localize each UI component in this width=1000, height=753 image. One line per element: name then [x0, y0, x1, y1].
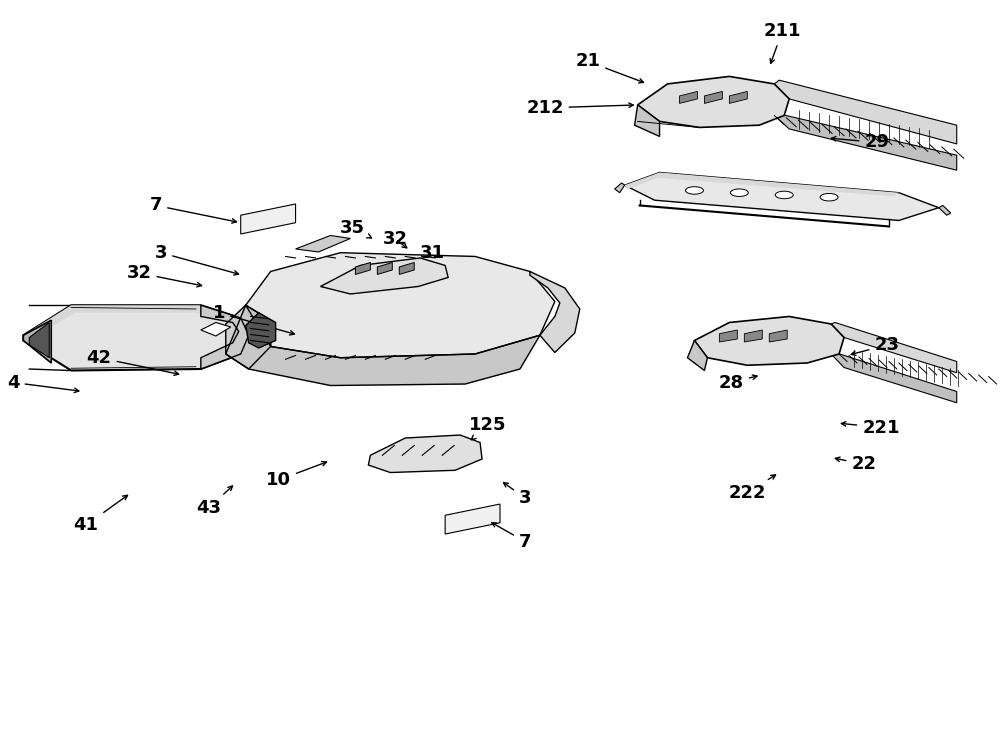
Text: 1: 1 — [213, 303, 294, 335]
Text: 28: 28 — [719, 373, 757, 392]
Text: 23: 23 — [851, 336, 899, 355]
Polygon shape — [729, 91, 747, 103]
Text: 7: 7 — [492, 523, 531, 550]
Polygon shape — [226, 305, 540, 386]
Polygon shape — [939, 206, 951, 215]
Polygon shape — [638, 76, 789, 127]
Polygon shape — [355, 263, 370, 275]
Polygon shape — [687, 340, 707, 370]
Text: 3: 3 — [155, 244, 239, 275]
Text: 211: 211 — [763, 23, 801, 63]
Polygon shape — [29, 322, 49, 358]
Text: 222: 222 — [729, 475, 776, 501]
Ellipse shape — [685, 187, 703, 194]
Polygon shape — [530, 272, 580, 352]
Text: 34: 34 — [413, 263, 438, 280]
Polygon shape — [831, 352, 957, 403]
Ellipse shape — [820, 194, 838, 201]
Polygon shape — [23, 305, 241, 339]
Polygon shape — [23, 305, 249, 370]
Text: 32: 32 — [383, 230, 408, 248]
Polygon shape — [226, 305, 271, 369]
Text: 21: 21 — [575, 53, 644, 83]
Polygon shape — [625, 172, 899, 197]
Polygon shape — [680, 91, 697, 103]
Polygon shape — [719, 330, 737, 342]
Text: 35: 35 — [340, 219, 372, 238]
Polygon shape — [320, 258, 448, 294]
Polygon shape — [625, 172, 939, 221]
Polygon shape — [774, 80, 957, 144]
Text: 31: 31 — [420, 244, 445, 262]
Polygon shape — [246, 312, 276, 348]
Text: 4: 4 — [7, 373, 79, 392]
Polygon shape — [744, 330, 762, 342]
Polygon shape — [704, 91, 722, 103]
Text: 221: 221 — [841, 419, 900, 437]
Text: 125: 125 — [469, 416, 507, 440]
Polygon shape — [615, 183, 625, 193]
Ellipse shape — [730, 189, 748, 197]
Text: 42: 42 — [87, 349, 179, 376]
Text: 43: 43 — [196, 486, 233, 517]
Ellipse shape — [775, 191, 793, 199]
Polygon shape — [23, 320, 51, 363]
Text: 29: 29 — [831, 133, 889, 151]
Text: 7: 7 — [150, 197, 236, 223]
Polygon shape — [774, 114, 957, 170]
Polygon shape — [831, 322, 957, 373]
Polygon shape — [296, 236, 350, 252]
Polygon shape — [201, 305, 249, 369]
Text: 22: 22 — [835, 456, 876, 474]
Polygon shape — [635, 105, 660, 136]
Polygon shape — [377, 263, 392, 275]
Text: 41: 41 — [74, 495, 128, 534]
Text: 10: 10 — [266, 462, 326, 489]
Polygon shape — [769, 330, 787, 342]
Text: 3: 3 — [504, 483, 531, 507]
Polygon shape — [246, 253, 555, 358]
Polygon shape — [445, 504, 500, 534]
Polygon shape — [399, 263, 414, 275]
Polygon shape — [368, 435, 482, 473]
Polygon shape — [241, 204, 296, 234]
Text: 32: 32 — [127, 264, 202, 287]
Polygon shape — [201, 322, 231, 336]
Text: 212: 212 — [526, 99, 633, 117]
Polygon shape — [694, 316, 844, 365]
